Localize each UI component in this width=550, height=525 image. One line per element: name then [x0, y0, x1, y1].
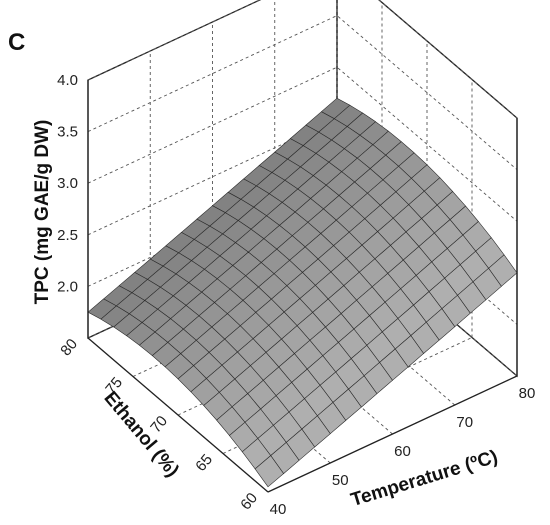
x-tick-label: 80 [519, 385, 536, 402]
z-axis-label: TPC (mg GAE/g DW) [32, 120, 53, 305]
y-tick-label: 60 [237, 490, 261, 514]
grid-line-z [87, 66, 518, 222]
box-edge [267, 375, 518, 493]
x-tick-label: 40 [270, 501, 287, 518]
z-tick-label: 3.5 [57, 124, 78, 141]
grid-line-z [87, 15, 518, 170]
response-surface [87, 97, 518, 488]
y-tick-label: 80 [57, 336, 81, 360]
y-tick-label: 65 [192, 451, 216, 475]
y-axis-label: Ethanol (%) [100, 388, 183, 482]
z-tick-label: 4.0 [57, 72, 78, 89]
box-frame [87, 80, 518, 493]
x-tick-label: 70 [456, 414, 473, 431]
surface-patch [254, 455, 285, 488]
z-tick-label: 3.0 [57, 175, 78, 192]
z-tick-label: 2.5 [57, 227, 78, 244]
grid-line-floor-y [222, 337, 473, 454]
x-tick-label: 60 [394, 443, 411, 460]
panel-label: C [8, 29, 25, 56]
x-axis-label: Temperature (ºC) [349, 446, 501, 511]
x-tick-label: 50 [332, 472, 349, 489]
box-edge [87, 337, 269, 493]
grid-line-z [87, 0, 518, 119]
z-tick-label: 2.0 [57, 278, 78, 295]
